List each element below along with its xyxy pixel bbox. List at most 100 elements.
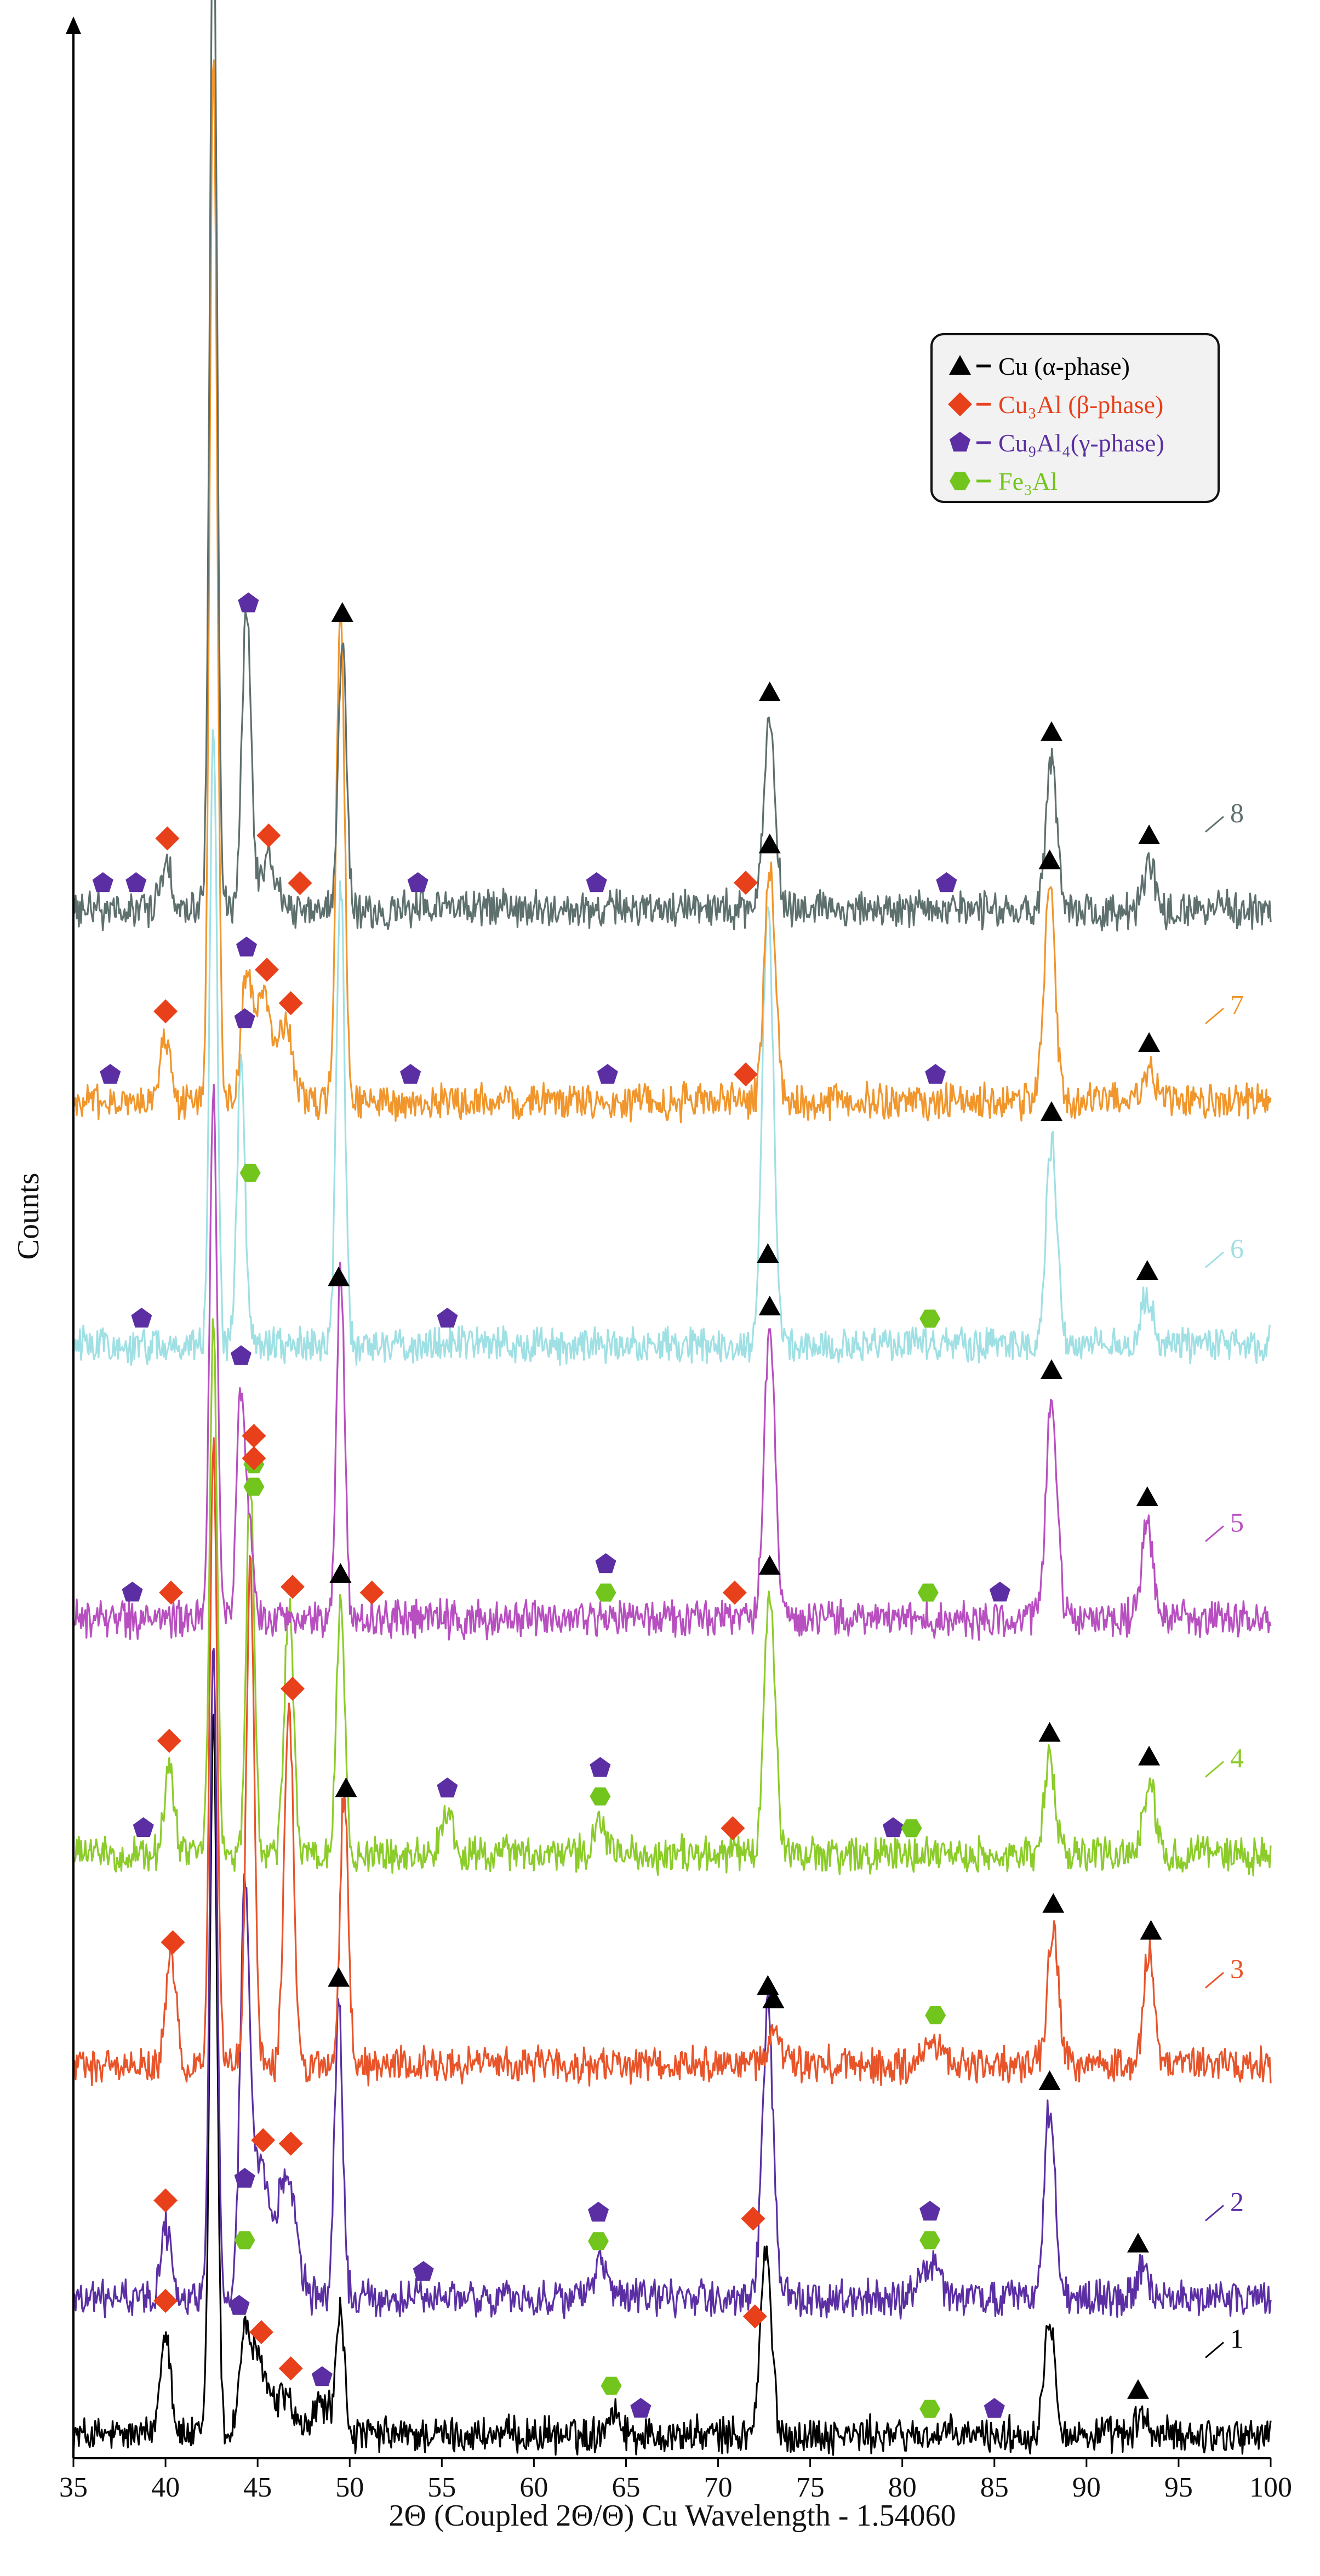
phase-marker-alpha-icon: [1038, 849, 1061, 869]
phase-marker-alpha-icon: [758, 833, 781, 854]
curve-label-leader: [1205, 1761, 1224, 1778]
x-tick-label: 50: [335, 2472, 364, 2503]
curve-label-5: 5: [1230, 1507, 1244, 1538]
phase-marker-alpha-icon: [758, 682, 781, 701]
x-tick-label: 80: [888, 2472, 917, 2503]
legend-fe3al-icon: [950, 472, 970, 490]
curve-label-leader: [1205, 1251, 1224, 1268]
phase-marker-gamma-icon: [236, 936, 257, 957]
phase-marker-alpha-icon: [1041, 1359, 1062, 1379]
phase-marker-alpha-icon: [1127, 2379, 1149, 2399]
marker-layer: [92, 592, 1162, 2418]
phase-marker-beta-icon: [288, 871, 312, 895]
phase-marker-beta-icon: [281, 1676, 305, 1701]
x-tick-label: 35: [59, 2472, 88, 2503]
x-tick-label: 100: [1249, 2472, 1292, 2503]
phase-marker-beta-icon: [359, 1581, 384, 1605]
phase-marker-beta-icon: [734, 871, 758, 895]
legend-box: [930, 333, 1220, 503]
phase-marker-gamma-icon: [586, 872, 607, 892]
y-axis-title: Counts: [12, 1173, 45, 1260]
series-line-2: [72, 1647, 1272, 2320]
phase-marker-alpha-icon: [1038, 1722, 1061, 1742]
phase-marker-gamma-icon: [925, 1064, 946, 1084]
x-tick-label: 60: [519, 2472, 548, 2503]
series-line-5: [72, 1084, 1272, 1641]
phase-marker-gamma-icon: [588, 2201, 609, 2222]
phase-marker-gamma-icon: [407, 872, 428, 892]
phase-marker-gamma-icon: [437, 1308, 458, 1328]
phase-marker-gamma-icon: [984, 2398, 1005, 2418]
phase-marker-alpha-icon: [328, 1266, 350, 1286]
curve-label-leader: [1205, 2342, 1224, 2359]
curve-label-leader: [1205, 1525, 1224, 1542]
phase-marker-beta-icon: [255, 958, 279, 982]
phase-marker-gamma-icon: [595, 1553, 616, 1573]
phase-marker-fe3al-icon: [590, 1787, 611, 1806]
phase-marker-fe3al-icon: [919, 2231, 941, 2249]
phase-marker-alpha-icon: [1041, 1101, 1062, 1121]
legend-label-beta: Cu₃Al (β-phase): [998, 391, 1163, 419]
phase-marker-alpha-icon: [1138, 1745, 1161, 1766]
phase-marker-gamma-icon: [234, 1008, 255, 1028]
phase-marker-alpha-icon: [758, 1296, 781, 1315]
x-tick-label: 40: [151, 2472, 180, 2503]
x-axis-title: 2Θ (Coupled 2Θ/Θ) Cu Wavelength - 1.5406…: [389, 2499, 956, 2533]
phase-marker-beta-icon: [242, 1423, 266, 1448]
series-layer: [72, 0, 1272, 2456]
phase-marker-fe3al-icon: [588, 2232, 609, 2251]
phase-marker-alpha-icon: [1038, 2070, 1061, 2090]
phase-marker-alpha-icon: [328, 1967, 350, 1987]
phase-marker-beta-icon: [159, 1581, 184, 1605]
phase-marker-gamma-icon: [92, 872, 113, 892]
phase-marker-fe3al-icon: [234, 2231, 255, 2249]
y-axis-arrow-icon: [66, 16, 81, 34]
phase-marker-gamma-icon: [230, 1345, 252, 1365]
legend: Cu (α-phase) Cu₃Al (β-phase) Cu₉Al₄(γ-phas…: [930, 333, 1220, 503]
phase-marker-gamma-icon: [131, 1308, 152, 1328]
phase-marker-gamma-icon: [989, 1582, 1010, 1602]
phase-marker-alpha-icon: [1138, 825, 1161, 844]
x-tick-label: 55: [427, 2472, 456, 2503]
phase-marker-gamma-icon: [125, 872, 147, 892]
phase-marker-gamma-icon: [590, 1757, 611, 1777]
phase-marker-gamma-icon: [413, 2261, 434, 2281]
curve-label-8: 8: [1230, 798, 1244, 828]
phase-marker-gamma-icon: [936, 872, 957, 892]
curve-label-leader: [1205, 1972, 1224, 1989]
phase-marker-beta-icon: [721, 1816, 745, 1840]
phase-marker-fe3al-icon: [901, 1819, 922, 1837]
phase-marker-alpha-icon: [1140, 1920, 1162, 1940]
legend-label-gamma: Cu₉Al₄(γ-phase): [998, 429, 1164, 457]
x-tick-label: 85: [980, 2472, 1009, 2503]
phase-marker-alpha-icon: [1127, 2232, 1149, 2253]
series-line-1: [72, 1714, 1272, 2456]
x-axis-ticks: 35 40 45 50 55 60 65 70 75 80 85 90 95 100: [59, 2458, 1292, 2503]
phase-marker-beta-icon: [155, 826, 180, 851]
phase-marker-gamma-icon: [133, 1817, 154, 1837]
phase-marker-beta-icon: [251, 2128, 276, 2153]
phase-marker-gamma-icon: [630, 2397, 652, 2418]
x-tick-label: 90: [1072, 2472, 1101, 2503]
phase-marker-alpha-icon: [758, 1555, 781, 1575]
series-line-4: [72, 1318, 1272, 1877]
phase-marker-gamma-icon: [100, 1064, 121, 1084]
curve-label-7: 7: [1230, 989, 1244, 1020]
phase-marker-beta-icon: [741, 2206, 765, 2231]
series-line-3: [73, 1437, 1272, 2087]
legend-label-alpha: Cu (α-phase): [998, 352, 1130, 380]
phase-marker-fe3al-icon: [919, 2400, 941, 2418]
x-tick-label: 95: [1164, 2472, 1193, 2503]
phase-marker-beta-icon: [256, 823, 281, 848]
phase-marker-alpha-icon: [1136, 1260, 1158, 1280]
x-tick-label: 45: [243, 2472, 272, 2503]
phase-marker-gamma-icon: [238, 592, 259, 612]
phase-marker-alpha-icon: [1138, 1032, 1161, 1052]
phase-marker-beta-icon: [249, 2320, 273, 2344]
phase-marker-fe3al-icon: [243, 1478, 265, 1496]
phase-marker-beta-icon: [742, 2304, 767, 2329]
curve-label-6: 6: [1230, 1233, 1244, 1264]
phase-marker-gamma-icon: [122, 1582, 143, 1602]
phase-marker-beta-icon: [278, 2131, 303, 2156]
